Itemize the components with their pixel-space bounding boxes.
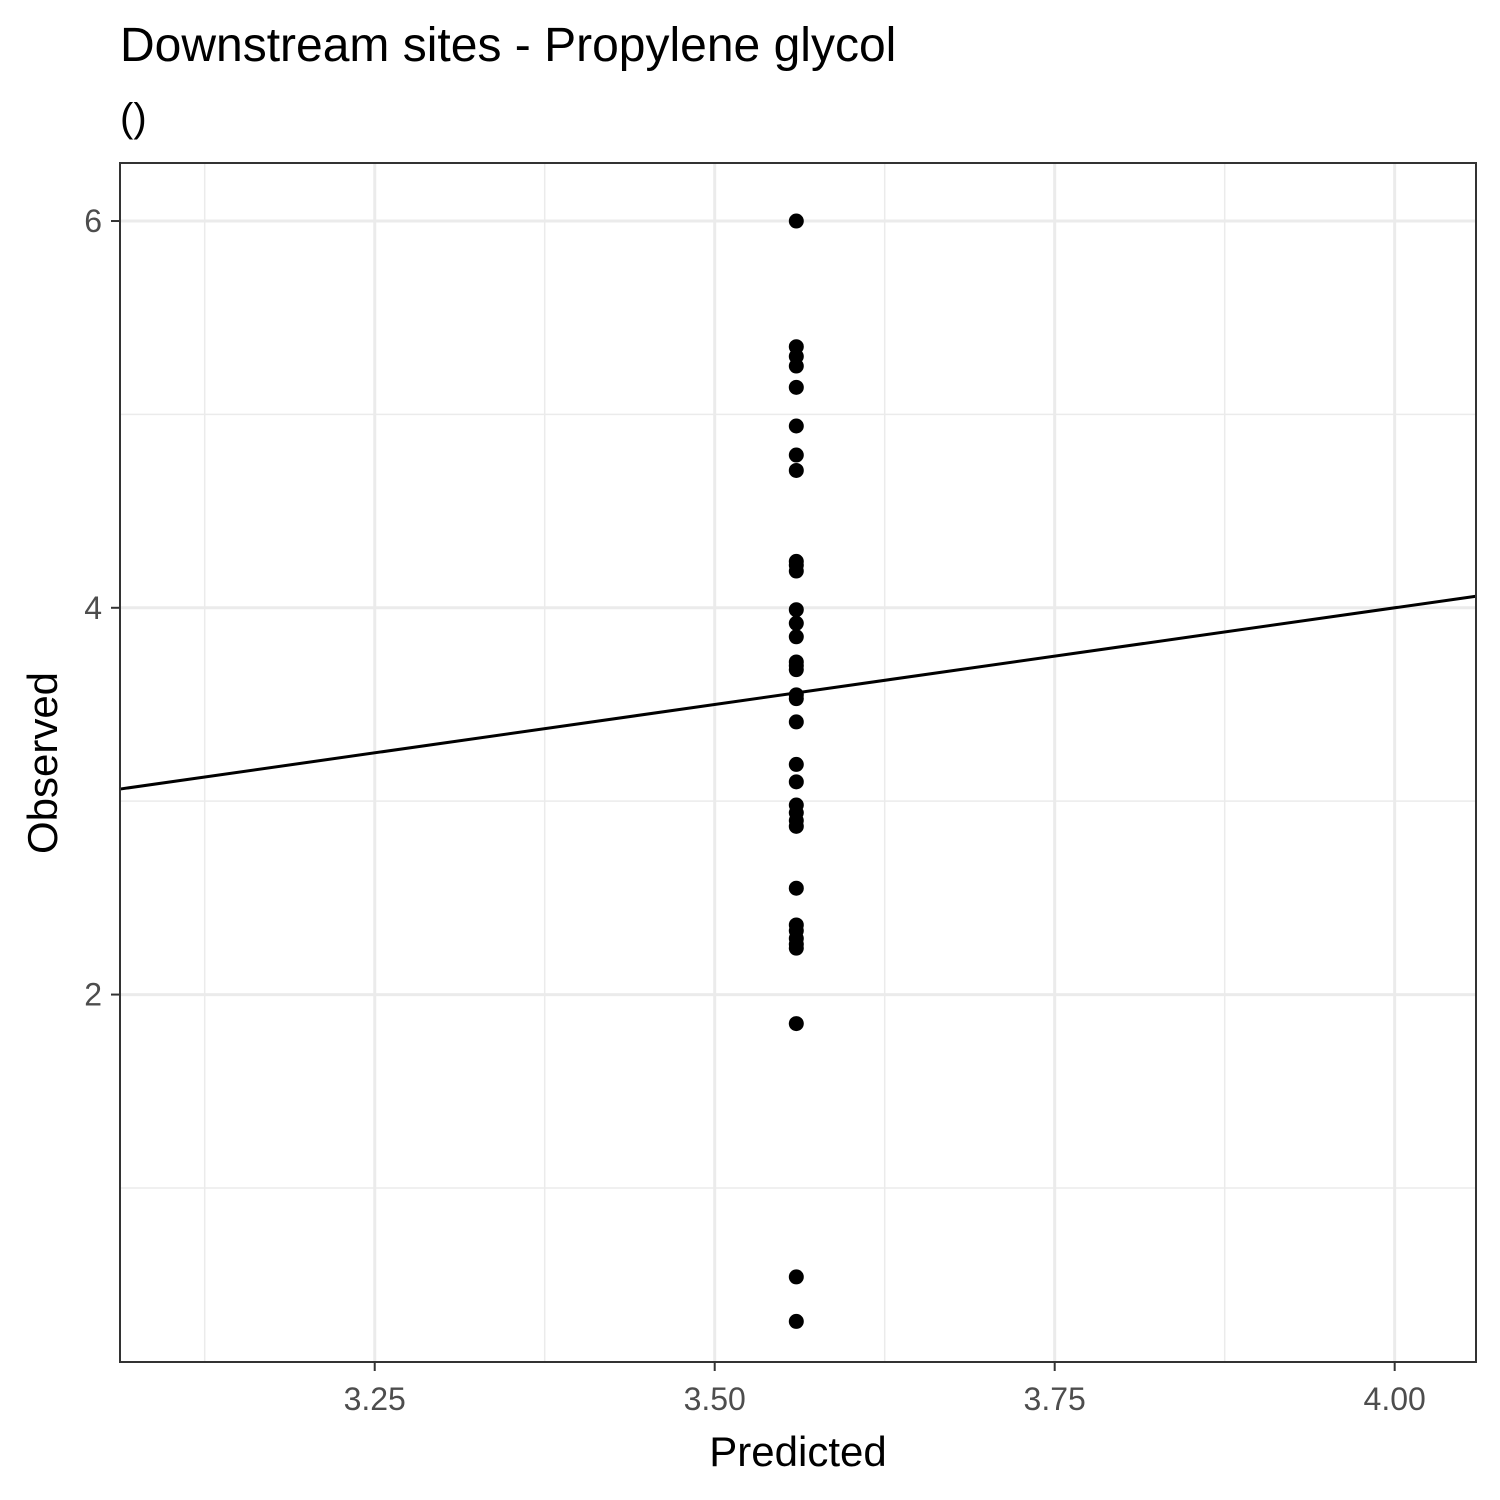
- data-point: [788, 379, 804, 395]
- y-axis-ticks: 2 4 6: [84, 203, 120, 1013]
- data-point: [788, 1269, 804, 1285]
- x-tick-label: 3.50: [684, 1381, 746, 1417]
- data-point: [788, 418, 804, 434]
- x-tick-label: 4.00: [1364, 1381, 1426, 1417]
- data-point: [788, 880, 804, 896]
- y-tick-label: 4: [84, 590, 102, 626]
- data-point: [788, 213, 804, 229]
- chart-subtitle: (): [120, 96, 147, 140]
- chart-title: Downstream sites - Propylene glycol: [120, 19, 897, 72]
- data-point: [788, 447, 804, 463]
- x-axis-title: Predicted: [709, 1428, 886, 1475]
- data-point: [788, 1313, 804, 1329]
- data-point: [788, 774, 804, 790]
- y-tick-label: 6: [84, 203, 102, 239]
- data-point: [788, 691, 804, 707]
- plot-border: [119, 162, 1477, 1363]
- data-point: [788, 462, 804, 478]
- x-tick-label: 3.25: [344, 1381, 406, 1417]
- data-point: [788, 358, 804, 374]
- data-point: [788, 714, 804, 730]
- grid-minor: [120, 163, 1476, 1362]
- data-point: [788, 602, 804, 618]
- x-tick-label: 3.75: [1024, 1381, 1086, 1417]
- x-axis-ticks: 3.25 3.50 3.75 4.00: [344, 1362, 1426, 1417]
- data-point: [788, 940, 804, 956]
- data-points: [788, 213, 804, 1329]
- data-point: [788, 615, 804, 631]
- data-point: [788, 756, 804, 772]
- data-point: [788, 1016, 804, 1032]
- y-axis-title: Observed: [19, 672, 66, 854]
- data-point: [788, 662, 804, 678]
- data-point: [788, 563, 804, 579]
- data-point: [788, 818, 804, 834]
- y-tick-label: 2: [84, 977, 102, 1013]
- data-point: [788, 629, 804, 645]
